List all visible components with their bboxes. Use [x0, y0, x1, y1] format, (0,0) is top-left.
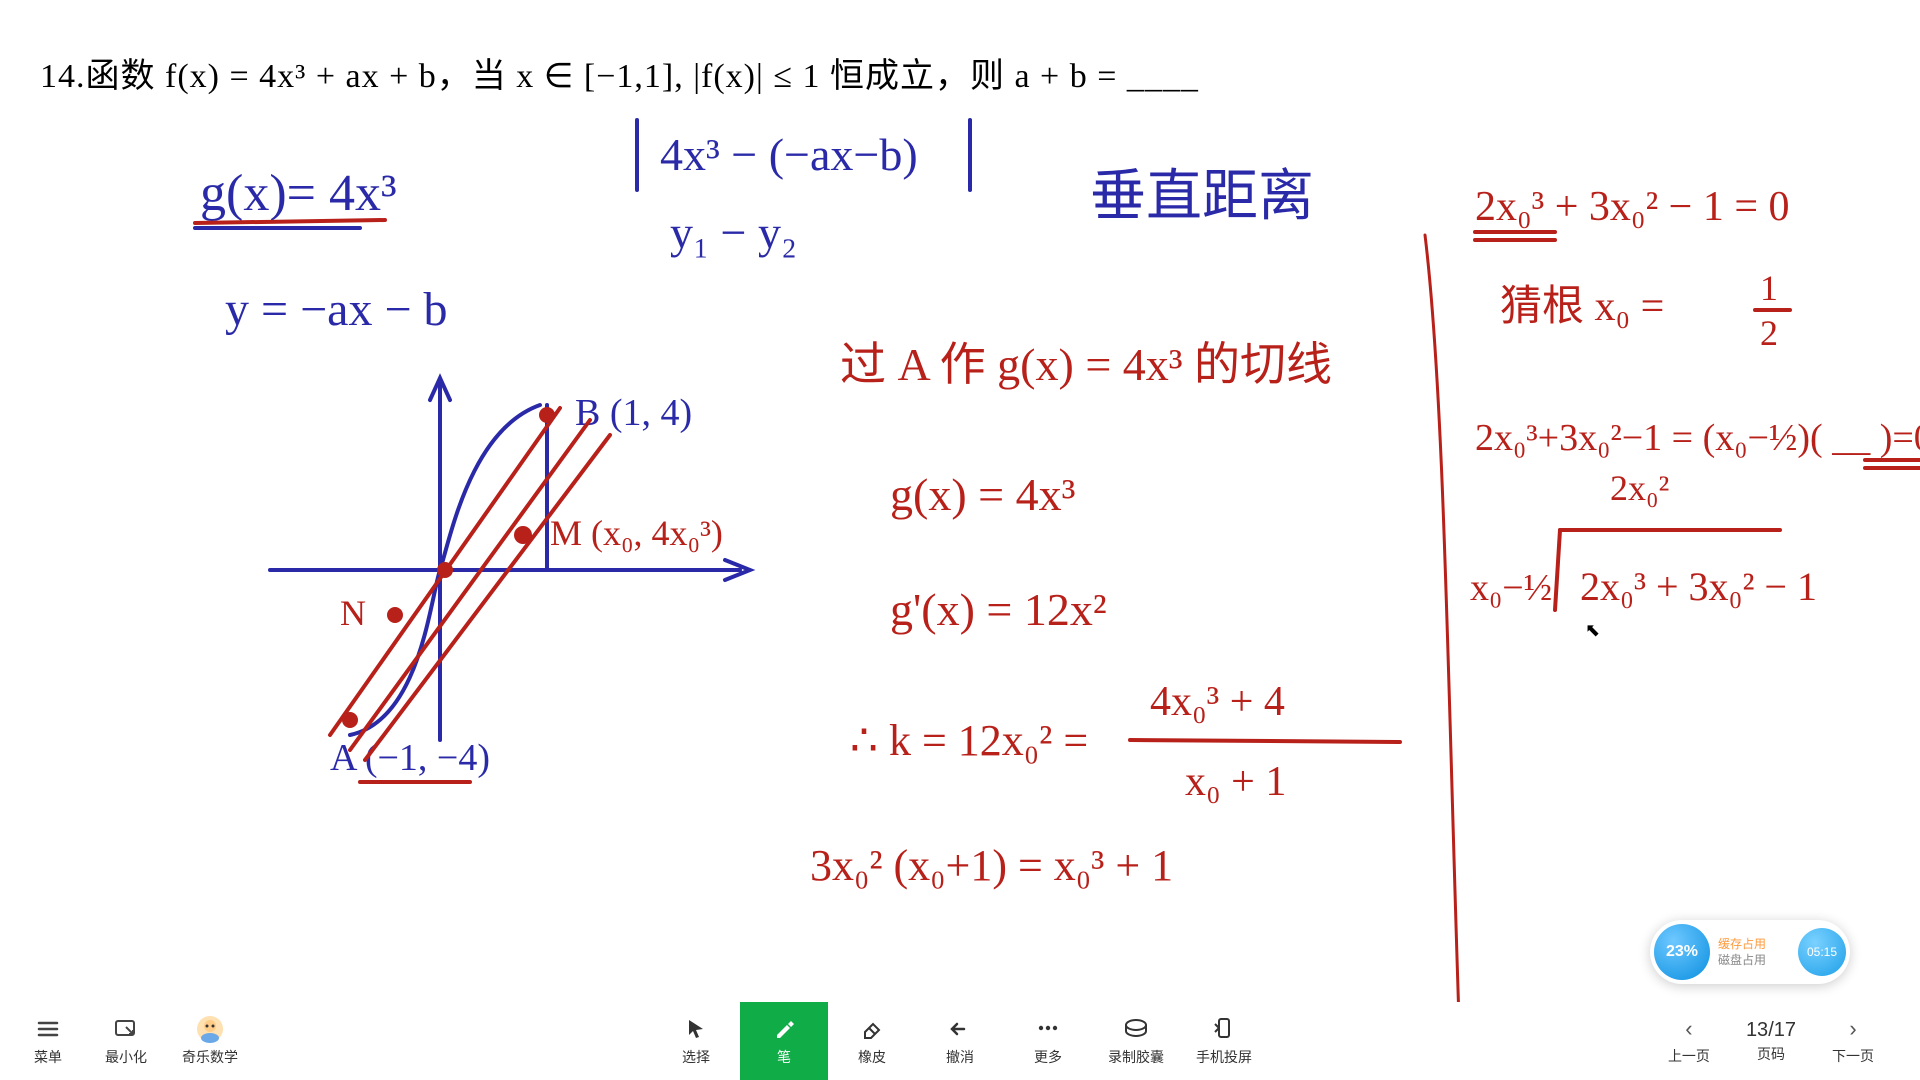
undo-tool[interactable]: 撤消 [916, 1002, 1004, 1080]
dots-icon [1035, 1015, 1061, 1041]
eraser-tool[interactable]: 橡皮 [828, 1002, 916, 1080]
pen-label: 笔 [777, 1047, 791, 1067]
svg-text:2x₀²: 2x₀² [1610, 468, 1669, 508]
page-navigation: ‹ 上一页 13/17 页码 › 下一页 [1668, 1016, 1874, 1066]
eraser-icon [859, 1015, 885, 1041]
select-tool[interactable]: 选择 [652, 1002, 740, 1080]
eraser-label: 橡皮 [858, 1047, 886, 1067]
more-tool[interactable]: 更多 [1004, 1002, 1092, 1080]
svg-text:垂直距离: 垂直距离 [1090, 166, 1314, 228]
minimize-label: 最小化 [105, 1047, 147, 1067]
next-label: 下一页 [1832, 1046, 1874, 1066]
bubble-disk-label: 磁盘占用 [1718, 952, 1790, 968]
page-label: 页码 [1757, 1044, 1785, 1064]
record-label: 录制胶囊 [1108, 1047, 1164, 1067]
svg-text:x₀ + 1: x₀ + 1 [1185, 759, 1286, 805]
svg-text:⬉: ⬉ [1585, 620, 1600, 640]
handwriting-layer: g(x)= 4x³ y = −ax − b 4x³ − (−ax−b) y₁ −… [0, 0, 1920, 1080]
svg-text:∴ k = 12x₀² =: ∴ k = 12x₀² = [850, 716, 1088, 765]
left-tools: 菜单 最小化 奇乐数学 [0, 1015, 238, 1067]
avatar-icon [196, 1015, 224, 1043]
svg-text:猜根 x₀ =: 猜根 x₀ = [1500, 284, 1664, 330]
svg-text:2x₀³ + 3x₀² − 1: 2x₀³ + 3x₀² − 1 [1580, 564, 1817, 609]
prev-label: 上一页 [1668, 1046, 1710, 1066]
prev-page-button[interactable]: ‹ 上一页 [1668, 1016, 1710, 1066]
svg-text:g(x) = 4x³: g(x) = 4x³ [890, 469, 1075, 520]
bubble-cache-label: 缓存占用 [1718, 936, 1790, 952]
center-tools: 选择 笔 橡皮 撤消 [652, 1002, 1268, 1080]
svg-text:过 A 作 g(x) = 4x³ 的切线: 过 A 作 g(x) = 4x³ 的切线 [840, 339, 1332, 390]
bubble-time: 05:15 [1798, 928, 1846, 976]
cast-icon [1211, 1015, 1237, 1041]
svg-text:g'(x) = 12x²: g'(x) = 12x² [890, 584, 1107, 635]
menu-icon [34, 1015, 62, 1043]
app-label: 奇乐数学 [182, 1047, 238, 1067]
minimize-icon [112, 1015, 140, 1043]
undo-label: 撤消 [946, 1047, 974, 1067]
svg-text:x₀−½: x₀−½ [1470, 567, 1552, 609]
minimize-button[interactable]: 最小化 [104, 1015, 148, 1067]
pen-icon [771, 1015, 797, 1041]
svg-text:4x³ − (−ax−b): 4x³ − (−ax−b) [660, 129, 918, 180]
cursor-icon [683, 1015, 709, 1041]
svg-text:A (−1, −4): A (−1, −4) [330, 737, 490, 779]
menu-label: 菜单 [34, 1047, 62, 1067]
svg-text:N: N [340, 593, 366, 633]
next-page-button[interactable]: › 下一页 [1832, 1016, 1874, 1066]
page-number: 13/17 [1746, 1019, 1796, 1042]
svg-text:2: 2 [1760, 313, 1778, 353]
select-label: 选择 [682, 1047, 710, 1067]
svg-text:4x₀³ + 4: 4x₀³ + 4 [1150, 679, 1285, 725]
record-icon [1123, 1015, 1149, 1041]
svg-text:y = −ax − b: y = −ax − b [225, 283, 448, 336]
svg-text:y₁ − y₂: y₁ − y₂ [670, 207, 797, 258]
chevron-left-icon: ‹ [1685, 1016, 1692, 1042]
page-indicator[interactable]: 13/17 页码 [1746, 1019, 1796, 1064]
more-label: 更多 [1034, 1047, 1062, 1067]
record-tool[interactable]: 录制胶囊 [1092, 1002, 1180, 1080]
undo-icon [947, 1015, 973, 1041]
svg-text:1: 1 [1760, 268, 1778, 308]
svg-text:2x₀³ + 3x₀² − 1 = 0: 2x₀³ + 3x₀² − 1 = 0 [1475, 184, 1790, 230]
problem-statement: 14.函数 f(x) = 4x³ + ax + b，当 x ∈ [−1,1], … [40, 48, 1199, 97]
bubble-percent: 23% [1654, 924, 1710, 980]
chevron-right-icon: › [1849, 1016, 1856, 1042]
system-monitor-bubble[interactable]: 23% 缓存占用 磁盘占用 05:15 [1650, 920, 1850, 984]
svg-text:2x₀³+3x₀²−1 = (x₀−½)( __ )=0: 2x₀³+3x₀²−1 = (x₀−½)( __ )=0 [1475, 417, 1920, 459]
svg-text:M (x₀, 4x₀³): M (x₀, 4x₀³) [550, 513, 723, 553]
svg-text:B (1, 4): B (1, 4) [575, 392, 692, 434]
svg-text:3x₀² (x₀+1) = x₀³ + 1: 3x₀² (x₀+1) = x₀³ + 1 [810, 841, 1173, 890]
bottom-toolbar: 菜单 最小化 奇乐数学 选择 [0, 1002, 1920, 1080]
cast-tool[interactable]: 手机投屏 [1180, 1002, 1268, 1080]
svg-text:g(x)= 4x³: g(x)= 4x³ [200, 165, 397, 222]
bubble-labels: 缓存占用 磁盘占用 [1710, 936, 1798, 968]
cast-label: 手机投屏 [1196, 1047, 1252, 1067]
pen-tool[interactable]: 笔 [740, 1002, 828, 1080]
app-button[interactable]: 奇乐数学 [182, 1015, 238, 1067]
menu-button[interactable]: 菜单 [26, 1015, 70, 1067]
